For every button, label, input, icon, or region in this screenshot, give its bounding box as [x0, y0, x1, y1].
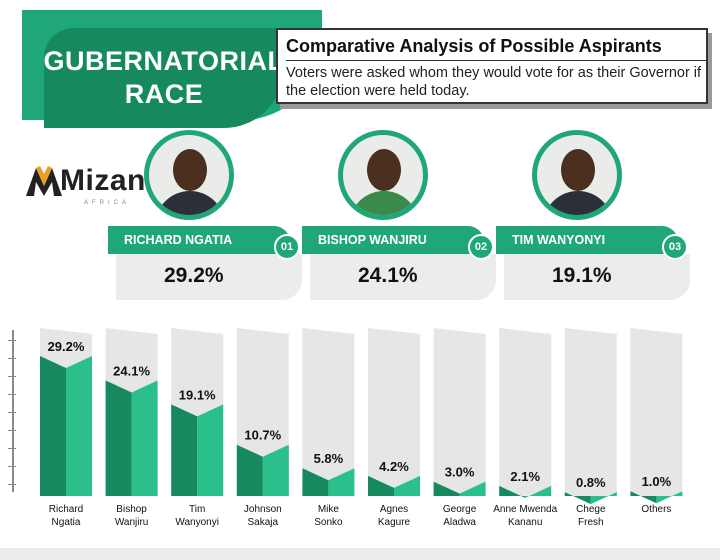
chart-subtitle: Voters were asked whom they would vote f… — [286, 65, 702, 99]
bar-face-left — [105, 380, 132, 496]
axis-tick — [8, 412, 16, 413]
axis-tick — [8, 394, 16, 395]
bar-face-left — [630, 491, 657, 504]
bar-value-label: 24.1% — [113, 363, 150, 378]
header-box: Comparative Analysis of Possible Aspiran… — [276, 28, 708, 104]
bar-face-left — [564, 492, 591, 505]
candidate-photo — [532, 130, 622, 220]
category-label: Ngatia — [52, 517, 81, 528]
bar-backdrop — [368, 328, 420, 496]
bar-value-label: 29.2% — [48, 339, 85, 354]
chart-title: Comparative Analysis of Possible Aspiran… — [286, 36, 662, 56]
bar-face-left — [302, 468, 329, 496]
banner-line-1: GUBERNATORIAL — [43, 46, 285, 76]
bar-face-right — [656, 491, 683, 504]
category-label: Tim — [189, 504, 205, 515]
bar-value-label: 1.0% — [642, 474, 672, 489]
candidate-percent-box: 19.1% — [504, 254, 690, 300]
axis-tick — [8, 484, 16, 485]
bar-backdrop — [302, 328, 355, 496]
candidate-percent-box: 29.2% — [116, 254, 302, 300]
category-label: Agnes — [380, 504, 408, 515]
axis-tick — [8, 430, 16, 431]
category-label: Wanjiru — [115, 517, 149, 528]
bar-face-left — [499, 485, 526, 498]
bar-face-right — [131, 380, 158, 496]
bar-value-label: 3.0% — [445, 465, 475, 480]
bar-value-label: 2.1% — [510, 469, 540, 484]
bar-face-right — [394, 475, 420, 496]
bar-face-left — [171, 404, 198, 496]
header-divider — [286, 60, 706, 61]
category-label: Wanyonyi — [175, 517, 219, 528]
bar-face-right — [66, 356, 92, 496]
bar-value-label: 5.8% — [314, 451, 344, 466]
candidate-percent: 29.2% — [164, 264, 224, 287]
candidate-percent: 19.1% — [552, 264, 612, 287]
candidate-percent: 24.1% — [358, 264, 418, 287]
candidate-photo — [144, 130, 234, 220]
category-label: Sakaja — [248, 517, 279, 528]
axis-tick — [8, 376, 16, 377]
candidate-rank: 01 — [274, 234, 300, 260]
bar-face-right — [328, 468, 355, 496]
logo-mark-icon — [26, 166, 62, 196]
candidate-card-3: 19.1% TIM WANYONYI 03 — [496, 130, 692, 300]
bar-backdrop — [564, 328, 617, 496]
candidate-photo — [338, 130, 428, 220]
candidate-card-1: 29.2% RICHARD NGATIA 01 — [108, 130, 304, 300]
axis-tick — [8, 358, 16, 359]
category-label: George — [443, 504, 477, 515]
bar-backdrop — [630, 328, 683, 496]
category-label: Bishop — [116, 504, 147, 515]
candidate-percent-box: 24.1% — [310, 254, 496, 300]
chart-axis-rule — [12, 330, 14, 492]
category-label: Johnson — [244, 504, 282, 515]
bar-backdrop — [499, 328, 552, 496]
bar-face-right — [197, 404, 224, 496]
category-label: Anne Mwenda — [493, 504, 557, 515]
axis-tick — [8, 448, 16, 449]
banner-line-2: RACE — [124, 79, 204, 109]
candidate-card-2: 24.1% BISHOP WANJIRU 02 — [302, 130, 498, 300]
category-label: Kagure — [378, 517, 411, 528]
category-label: Sonko — [314, 517, 343, 528]
bar-face-left — [433, 481, 460, 496]
bar-value-label: 19.1% — [179, 387, 216, 402]
axis-tick — [8, 466, 16, 467]
bar-face-left — [40, 356, 66, 496]
category-label: Mike — [318, 504, 340, 515]
bar-face-right — [590, 492, 617, 505]
mizani-logo: Mizani AFRICA — [24, 162, 154, 212]
race-banner-inner: GUBERNATORIAL RACE — [44, 28, 284, 128]
bar-face-right — [459, 481, 486, 496]
bar-value-label: 0.8% — [576, 475, 606, 490]
category-label: Kananu — [508, 517, 542, 528]
footer-bar — [0, 548, 720, 560]
candidate-name: TIM WANYONYI — [496, 226, 678, 254]
bar-chart: 29.2% Richard Ngatia 24.1% Bishop Wanjiru 19.1… — [40, 328, 683, 528]
bar-face-left — [236, 444, 263, 496]
category-label: Fresh — [578, 517, 604, 528]
candidate-name: RICHARD NGATIA — [108, 226, 290, 254]
bar-backdrop — [433, 328, 486, 496]
logo-word: Mizani — [60, 164, 155, 197]
axis-tick — [8, 340, 16, 341]
logo-subtext: AFRICA — [84, 200, 131, 206]
bar-value-label: 4.2% — [379, 459, 409, 474]
category-label: Richard — [49, 504, 83, 515]
race-banner: GUBERNATORIAL RACE — [22, 10, 322, 128]
category-label: Others — [641, 504, 671, 515]
category-label: Aladwa — [443, 517, 476, 528]
bar-value-label: 10.7% — [244, 428, 281, 443]
bar-face-right — [525, 485, 552, 498]
bar-face-left — [368, 475, 394, 496]
candidate-rank: 02 — [468, 234, 494, 260]
category-label: Chege — [576, 504, 606, 515]
bar-face-right — [262, 444, 289, 496]
candidate-rank: 03 — [662, 234, 688, 260]
candidate-name: BISHOP WANJIRU — [302, 226, 484, 254]
